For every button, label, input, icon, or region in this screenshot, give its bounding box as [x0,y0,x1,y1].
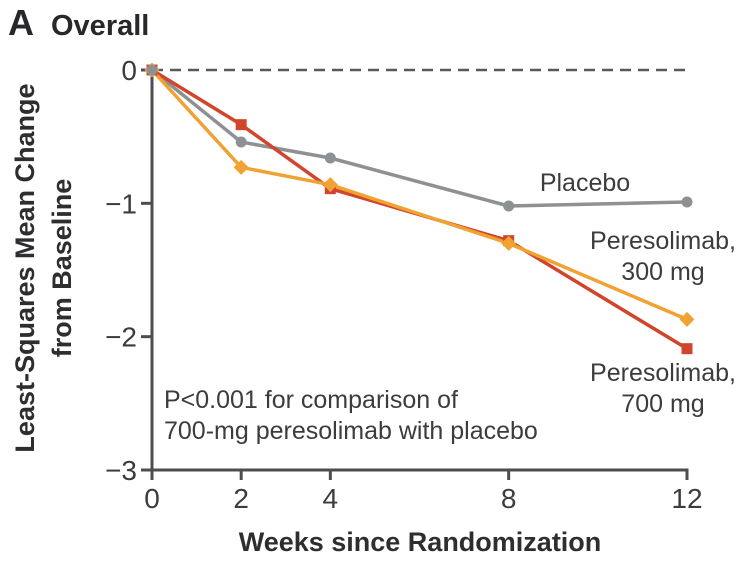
panel-letter: A [8,2,34,43]
marker-circle-placebo [146,64,158,76]
series-label-placebo: Placebo [539,169,631,197]
y-axis-title: Least-Squares Mean Change from Baseline [10,83,77,453]
series-label-peresolimab-700mg: Peresolimab, 700 mg [590,359,736,418]
marker-diamond-peresolimab-300-mg [322,177,338,193]
y-tick-label: −2 [105,322,137,353]
x-axis-title: Weeks since Randomization [238,527,602,557]
y-tick-label: −1 [105,188,137,219]
panel-title: A Overall [8,2,149,44]
y-tick-label: −3 [105,455,137,486]
series-label-peresolimab-300mg: Peresolimab, 300 mg [590,227,736,286]
marker-circle-placebo [324,152,336,164]
marker-diamond-peresolimab-300-mg [501,235,517,251]
pvalue-annotation: P<0.001 for comparison of 700-mg peresol… [164,386,538,445]
x-tick-label: 8 [501,483,517,514]
x-tick-label: 2 [233,483,249,514]
x-tick-label: 4 [323,483,339,514]
x-tick-label: 0 [144,483,160,514]
x-tick-label: 12 [671,483,702,514]
marker-square-peresolimab-700-mg [681,343,693,355]
panel-name: Overall [51,10,150,42]
marker-circle-placebo [681,196,693,208]
marker-circle-placebo [235,136,247,148]
marker-diamond-peresolimab-300-mg [679,311,695,327]
y-tick-label: 0 [121,55,137,86]
marker-circle-placebo [503,200,515,212]
series-line-peresolimab-700-mg [151,68,688,351]
marker-diamond-peresolimab-300-mg [233,159,249,175]
marker-square-peresolimab-700-mg [235,119,247,131]
